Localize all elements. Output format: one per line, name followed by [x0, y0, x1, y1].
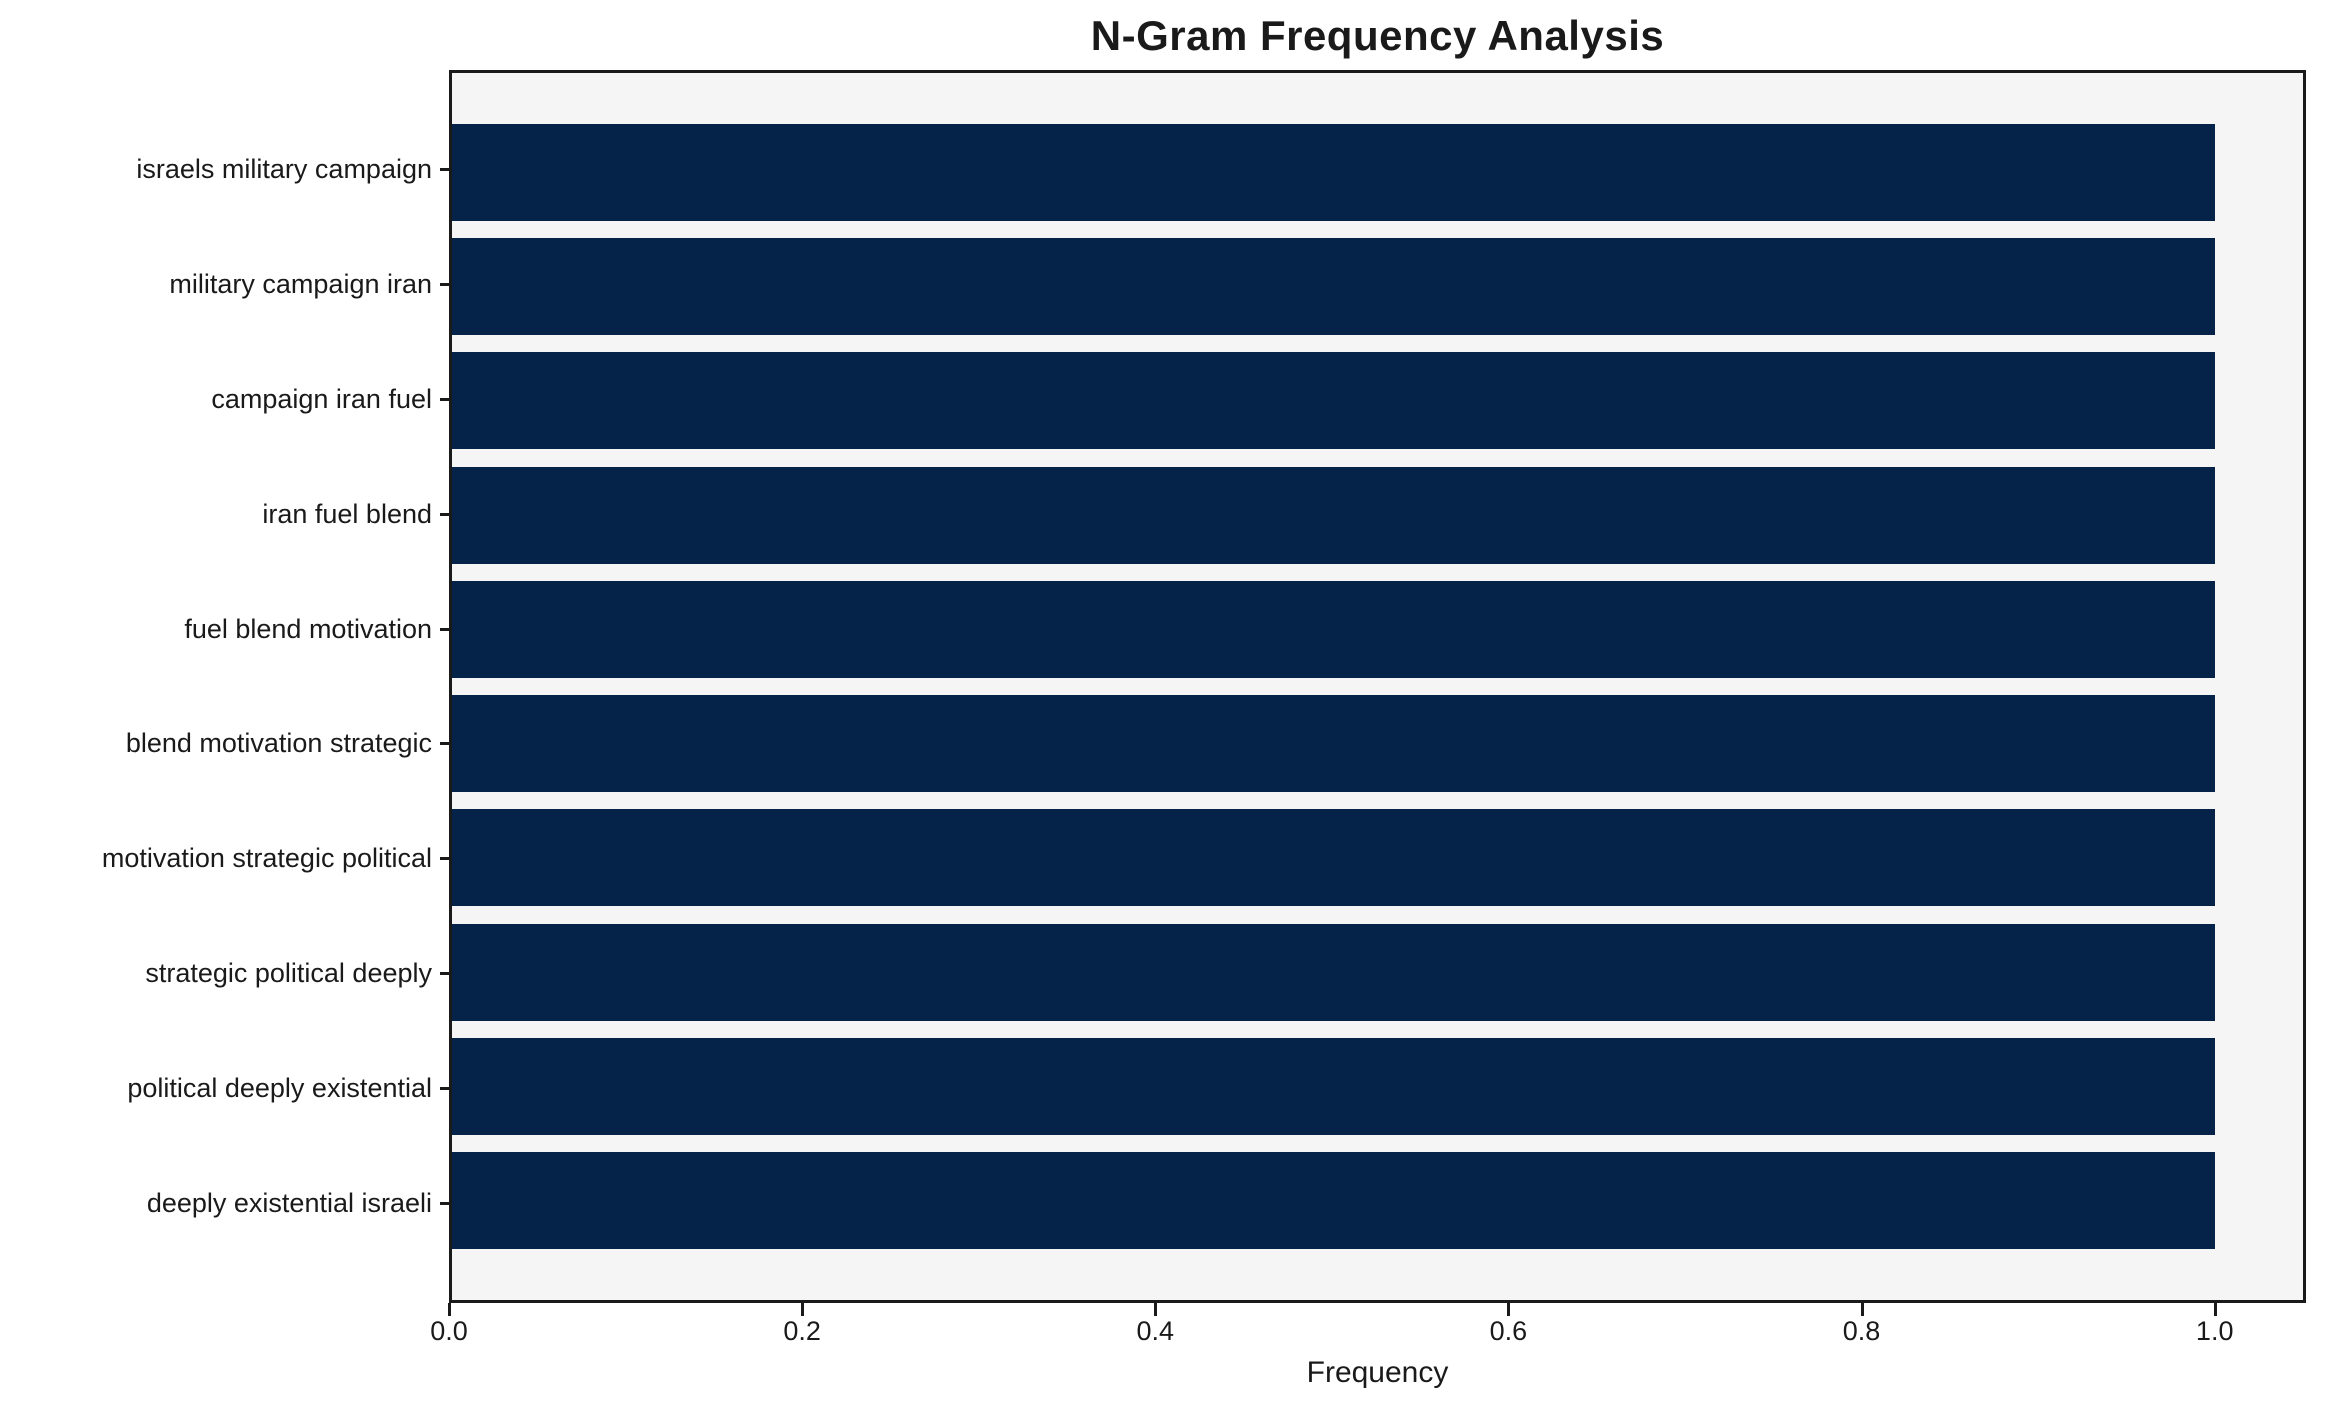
- bar: [452, 1037, 2215, 1135]
- bar-row: [452, 124, 2303, 221]
- bar: [452, 352, 2215, 450]
- bar: [452, 466, 2215, 564]
- y-tick-mark: [440, 282, 449, 286]
- y-tick-label: israels military campaign: [136, 154, 432, 184]
- y-tick-label: political deeply existential: [127, 1073, 432, 1103]
- bar: [452, 809, 2215, 907]
- chart-title: N-Gram Frequency Analysis: [1090, 12, 1665, 59]
- x-axis-title: Frequency: [1306, 1356, 1449, 1389]
- y-label-row: fuel blend motivation: [0, 581, 449, 678]
- y-tick-label: motivation strategic political: [101, 843, 432, 874]
- y-label-row: strategic political deeply: [0, 925, 449, 1022]
- y-label-row: israels military campaign: [0, 121, 449, 218]
- y-label-row: military campaign iran: [0, 236, 449, 333]
- bar-row: [452, 1151, 2303, 1249]
- y-axis-labels: israels military campaign military campai…: [0, 70, 449, 1303]
- y-label-row: campaign iran fuel: [0, 351, 449, 448]
- y-label-row: blend motivation strategic: [0, 695, 449, 792]
- x-tick-mark: [2213, 1303, 2217, 1316]
- x-tick-mark: [801, 1303, 805, 1316]
- y-tick-mark: [440, 512, 449, 516]
- y-tick-label: military campaign iran: [169, 268, 432, 299]
- bar-row: [452, 238, 2303, 336]
- y-tick-label: fuel blend motivation: [184, 613, 432, 644]
- x-tick-label: 1.0: [2195, 1316, 2234, 1346]
- bar-row: [452, 352, 2303, 450]
- y-tick-label: campaign iran fuel: [211, 383, 432, 414]
- bar-row: [452, 809, 2303, 907]
- bar-row: [452, 1037, 2303, 1135]
- y-tick-mark: [440, 397, 449, 401]
- y-label-row: political deeply existential: [0, 1040, 449, 1137]
- bar-row: [452, 695, 2303, 793]
- bar: [452, 580, 2215, 678]
- bar: [452, 695, 2215, 793]
- y-label-row: iran fuel blend: [0, 466, 449, 563]
- y-label-row: motivation strategic political: [0, 810, 449, 907]
- x-tick-mark: [448, 1303, 451, 1316]
- y-tick-label: iran fuel blend: [262, 498, 432, 529]
- bar-row: [452, 580, 2303, 678]
- bar-row: [452, 923, 2303, 1021]
- x-tick-mark: [1154, 1303, 1158, 1316]
- y-tick-label: strategic political deeply: [145, 958, 432, 989]
- y-tick-label: blend motivation strategic: [125, 728, 432, 759]
- y-tick-mark: [440, 972, 449, 976]
- plot-area: [449, 70, 2306, 1303]
- bar-row: [452, 466, 2303, 564]
- x-tick-label: 0.6: [1489, 1316, 1528, 1346]
- y-tick-mark: [440, 627, 449, 631]
- x-tick-label: 0.4: [1136, 1316, 1175, 1346]
- bar: [452, 238, 2215, 336]
- y-tick-mark: [440, 742, 449, 746]
- x-tick-label: 0.2: [783, 1316, 821, 1346]
- x-tick-mark: [1860, 1303, 1864, 1316]
- bar: [452, 124, 2215, 221]
- x-tick-label: 0.8: [1842, 1316, 1881, 1346]
- y-tick-label: deeply existential israeli: [146, 1187, 432, 1218]
- x-tick-mark: [1507, 1303, 1511, 1316]
- y-label-row: deeply existential israeli: [0, 1155, 449, 1252]
- bar: [452, 923, 2215, 1021]
- bar: [452, 1151, 2215, 1249]
- x-tick-label: 0.0: [430, 1316, 468, 1346]
- y-tick-mark: [440, 1201, 449, 1205]
- y-tick-mark: [440, 857, 449, 861]
- y-tick-mark: [440, 168, 449, 171]
- bars-container: [452, 73, 2303, 1300]
- y-tick-mark: [440, 1087, 449, 1090]
